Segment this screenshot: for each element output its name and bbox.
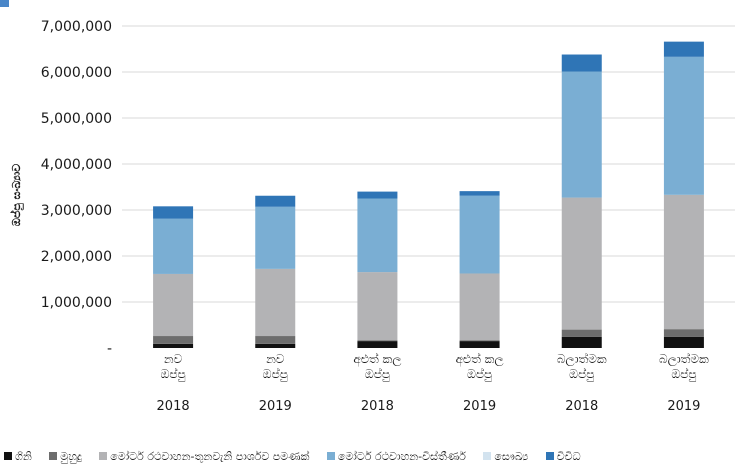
x-year-label: 2019: [667, 399, 700, 414]
y-tick-label: 7,000,000: [41, 19, 112, 35]
bar-segment: [561, 329, 602, 337]
bar-segment: [255, 268, 296, 337]
legend-swatch: [99, 452, 108, 460]
y-tick-label: 6,000,000: [41, 65, 112, 81]
bar-stack: [663, 41, 704, 348]
bar-segment: [153, 206, 194, 219]
x-year-label: 2018: [361, 399, 394, 414]
stacked-bar-chart: - 1,000,000 2,000,000 3,000,000 4,000,000 5,0…: [9, 19, 735, 414]
bar-segment: [663, 56, 704, 195]
legend-item-fire: ගිනි: [4, 450, 32, 464]
legend-item-health: සෞඛ්‍ය: [483, 450, 528, 464]
legend-item-motor-comprehensive: මෝටර් රථවාහන-විස්තීර්ණ: [326, 450, 466, 464]
x-year-label: 2019: [259, 399, 292, 414]
y-tick-label: 1,000,000: [41, 295, 112, 311]
legend-item-motor-third-party: මෝටර් රථවාහන-තුනවැනි පාර්ශව පමණක්: [99, 450, 309, 464]
legend-label: මෝටර් රථවාහන-විස්තීර්ණ: [337, 450, 466, 463]
legend-swatch: [326, 452, 335, 460]
corner-marker: [0, 0, 9, 7]
bar-segment: [459, 341, 500, 348]
x-category-label: අළුත් කල: [353, 352, 401, 367]
bar-segment: [357, 191, 398, 199]
legend-swatch: [4, 452, 12, 460]
bar-segment: [357, 198, 398, 273]
x-category-label: බලාත්මක: [659, 352, 709, 367]
bar-stack: [561, 54, 602, 348]
bar-segment: [357, 340, 398, 342]
legend: ගිනි මුහුදු මෝටර් රථවාහන-තුනවැනි පාර්ශව …: [4, 450, 755, 466]
legend-label: මුහුදු: [60, 450, 82, 463]
bar-segment: [153, 273, 194, 337]
x-year-label: 2018: [565, 399, 598, 414]
bar-segment: [153, 218, 194, 274]
x-category-label: ඔප්පු: [671, 367, 696, 382]
bar-segment: [459, 340, 500, 342]
bar-segment: [255, 206, 296, 269]
bar-segment: [255, 336, 296, 344]
bar-segment: [663, 329, 704, 337]
bar-segment: [153, 343, 194, 348]
bar-segment: [663, 41, 704, 57]
bar-segment: [459, 191, 500, 196]
bar-segment: [459, 195, 500, 274]
bar-segment: [153, 336, 194, 344]
bar-segment: [561, 197, 602, 330]
gridlines: [122, 25, 735, 303]
bar-segment: [459, 273, 500, 341]
bar-stack: [357, 191, 398, 348]
x-category-label: ඔප්පු: [365, 367, 390, 382]
bar-stacks: [153, 41, 704, 348]
legend-label: විවිධ: [556, 450, 581, 463]
bar-segment: [255, 195, 296, 207]
bar-segment: [255, 343, 296, 348]
x-category-label: ඔප්පු: [467, 367, 492, 382]
bar-segment: [561, 336, 602, 348]
x-category-label: නව: [164, 352, 183, 366]
x-category-label: අළුත් කල: [456, 352, 504, 367]
x-year-label: 2018: [157, 399, 190, 414]
x-category-label: ඔප්පු: [569, 367, 594, 382]
bar-segment: [357, 341, 398, 348]
legend-label: සෞඛ්‍ය: [494, 450, 529, 463]
y-axis: - 1,000,000 2,000,000 3,000,000 4,000,000 5,0…: [41, 19, 112, 357]
legend-item-marine: මුහුදු: [49, 450, 82, 464]
x-category-label: ඔප්පු: [161, 367, 186, 382]
bar-stack: [459, 191, 500, 348]
x-category-label: බලාත්මක: [557, 352, 607, 367]
legend-swatch: [49, 452, 58, 460]
legend-swatch: [545, 452, 554, 460]
y-tick-label: 3,000,000: [41, 203, 112, 219]
y-tick-label: 4,000,000: [41, 157, 112, 173]
legend-swatch: [483, 452, 492, 460]
bar-segment: [663, 194, 704, 330]
y-tick-label: 5,000,000: [41, 111, 112, 127]
y-tick-label: -: [107, 341, 112, 357]
bar-segment: [357, 272, 398, 341]
x-category-label: නව: [266, 352, 285, 366]
bar-segment: [561, 54, 602, 72]
legend-item-miscellaneous: විවිධ: [545, 450, 581, 464]
legend-label: මෝටර් රථවාහන-තුනවැනි පාර්ශව පමණක්: [110, 450, 310, 463]
x-category-label: ඔප්පු: [263, 367, 288, 382]
y-axis-title: ඔප්පු සංඛ්‍යාව: [9, 164, 25, 227]
x-year-label: 2019: [463, 399, 496, 414]
bar-segment: [663, 336, 704, 348]
bar-stack: [255, 195, 296, 348]
y-tick-label: 2,000,000: [41, 249, 112, 265]
legend-label: ගිනි: [15, 450, 32, 463]
bar-stack: [153, 206, 194, 348]
bar-segment: [561, 71, 602, 198]
